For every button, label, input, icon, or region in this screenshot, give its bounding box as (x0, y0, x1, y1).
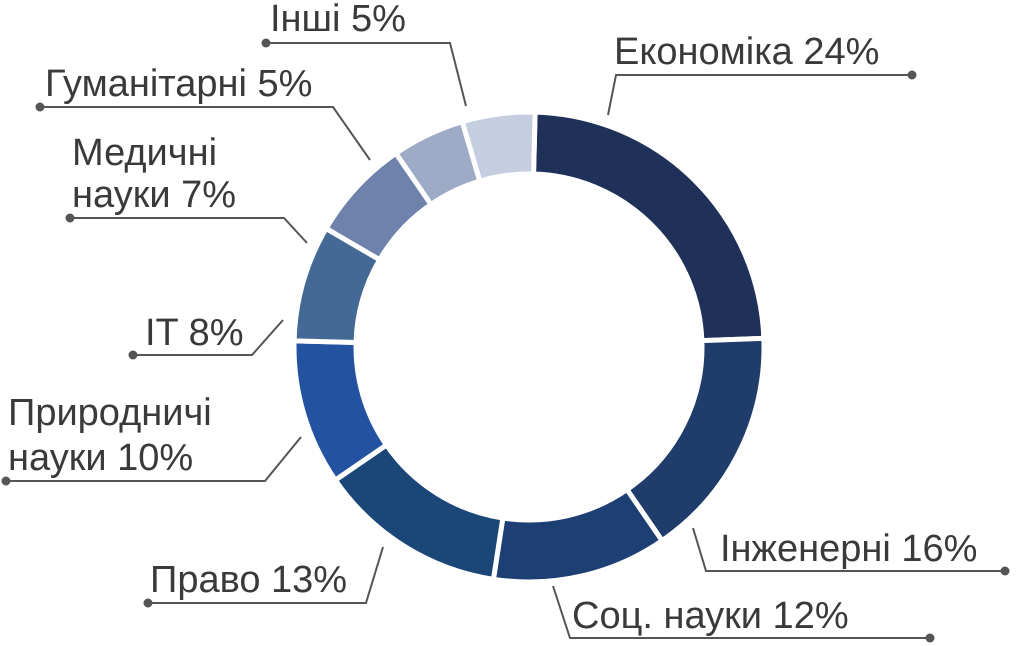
leader-line-6 (133, 319, 284, 356)
slice-3 (490, 486, 666, 585)
leader-dot-6 (128, 350, 138, 360)
slice-2 (623, 335, 767, 545)
slice-label-7-line-2: науки 7% (72, 174, 236, 216)
leader-line-4 (148, 546, 384, 604)
slice-label-5-line-2: науки 10% (8, 437, 193, 479)
slice-labels: Економіка 24% Інженерні 16% Соц. науки 12%… (8, 0, 977, 637)
slice-9 (459, 109, 538, 185)
leader-line-7 (70, 217, 308, 244)
leader-line-1 (607, 74, 912, 116)
slice-label-9: Інші 5% (270, 0, 406, 40)
leader-line-8 (40, 106, 371, 161)
leader-line-2 (692, 527, 1005, 572)
leader-dot-8 (35, 102, 45, 112)
slice-label-2: Інженерні 16% (720, 528, 977, 570)
leader-dot-4 (143, 598, 153, 608)
slice-label-7-line-1: Медичні (72, 132, 217, 174)
leader-dot-3 (925, 633, 935, 643)
slice-label-1: Економіка 24% (614, 31, 879, 73)
leader-lines (1, 38, 1010, 643)
leader-line-3 (552, 585, 930, 639)
donut-slices (291, 109, 767, 585)
leader-line-5 (6, 436, 302, 482)
slice-label-6: IT 8% (145, 312, 244, 354)
slice-label-4: Право 13% (150, 559, 347, 601)
leader-dot-5 (1, 476, 11, 486)
slice-label-3: Соц. науки 12% (572, 595, 849, 637)
leader-dot-9 (261, 38, 271, 48)
leader-dot-1 (907, 70, 917, 80)
slice-1 (530, 109, 767, 344)
leader-dot-2 (1000, 566, 1010, 576)
leader-dot-7 (65, 213, 75, 223)
slice-label-8: Гуманітарні 5% (45, 63, 312, 105)
leader-line-9 (266, 42, 467, 107)
slice-label-5-line-1: Природничі (8, 392, 212, 434)
